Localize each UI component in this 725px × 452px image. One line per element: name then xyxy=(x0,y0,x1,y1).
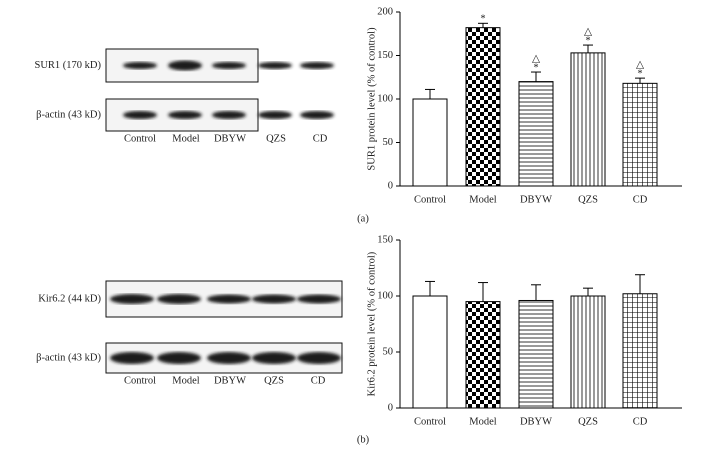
blot-band xyxy=(157,352,201,364)
y-tick-label: 100 xyxy=(377,290,393,301)
blot-lane-label: QZS xyxy=(266,133,286,144)
bar xyxy=(465,301,501,409)
blot-lane-label: DBYW xyxy=(214,375,246,386)
significance-marker: * xyxy=(533,62,538,73)
blot-band xyxy=(157,294,201,304)
blot-band xyxy=(123,62,157,69)
x-tick-label: Model xyxy=(469,194,496,205)
blot-band xyxy=(110,294,154,304)
significance-marker: △ xyxy=(532,53,541,64)
x-tick-label: DBYW xyxy=(520,416,552,427)
y-axis-label: SUR1 protein level (% of control) xyxy=(366,27,377,171)
bar xyxy=(518,299,554,409)
significance-marker: △ xyxy=(636,60,645,71)
y-tick-label: 50 xyxy=(383,346,394,357)
y-tick-label: 100 xyxy=(377,93,393,104)
x-tick-label: CD xyxy=(633,194,648,205)
panel-label: (a) xyxy=(357,213,369,224)
blot-band xyxy=(258,62,292,69)
y-tick-label: 0 xyxy=(388,180,393,191)
blot-band xyxy=(297,352,341,364)
significance-marker: * xyxy=(585,35,590,46)
bar xyxy=(570,295,606,409)
bar xyxy=(570,52,606,187)
bar xyxy=(465,27,501,187)
blot-row-label: β-actin (43 kD) xyxy=(36,352,101,363)
blot-band xyxy=(110,352,154,364)
blot-lane-label: CD xyxy=(313,133,328,144)
x-tick-label: Control xyxy=(414,416,446,427)
x-tick-label: QZS xyxy=(578,194,598,205)
blot-band xyxy=(212,62,246,69)
blot-lane-label: CD xyxy=(311,375,326,386)
y-tick-label: 150 xyxy=(377,234,393,245)
blot-band xyxy=(207,294,251,304)
significance-marker: * xyxy=(637,69,642,80)
blot-band xyxy=(168,111,202,119)
blot-band xyxy=(207,352,251,364)
panel-label: (b) xyxy=(357,434,370,445)
significance-marker: * xyxy=(480,14,485,25)
y-tick-label: 50 xyxy=(383,137,394,148)
blot-band xyxy=(300,111,334,119)
blot-lane-label: Model xyxy=(172,375,199,386)
blot-band xyxy=(123,111,157,119)
bar xyxy=(622,293,658,409)
significance-marker: △ xyxy=(584,26,593,37)
blot-band xyxy=(252,294,296,304)
blot-lane-label: Model xyxy=(172,133,199,144)
blot-lane-label: Control xyxy=(124,375,156,386)
x-tick-label: Control xyxy=(414,194,446,205)
y-tick-label: 0 xyxy=(388,402,393,413)
y-tick-label: 200 xyxy=(377,6,393,17)
bar xyxy=(412,98,448,187)
blot-band xyxy=(258,111,292,119)
bar xyxy=(412,295,448,409)
blot-lane-label: Control xyxy=(124,133,156,144)
bar xyxy=(518,81,554,187)
blot-row-label: β-actin (43 kD) xyxy=(36,109,101,120)
x-tick-label: Model xyxy=(469,416,496,427)
blot-band xyxy=(300,62,334,69)
blot-band xyxy=(252,352,296,364)
x-tick-label: CD xyxy=(633,416,648,427)
x-tick-label: QZS xyxy=(578,416,598,427)
blot-band xyxy=(212,111,246,119)
blot-row-label: Kir6.2 (44 kD) xyxy=(38,293,101,304)
x-tick-label: DBYW xyxy=(520,194,552,205)
blot-band xyxy=(297,294,341,304)
y-axis-label: Kir6.2 protein level (% of control) xyxy=(366,251,377,396)
blot-lane-label: DBYW xyxy=(214,133,246,144)
blot-band xyxy=(168,60,202,71)
bar xyxy=(622,82,658,187)
y-tick-label: 150 xyxy=(377,50,393,61)
blot-lane-label: QZS xyxy=(264,375,284,386)
blot-row-label: SUR1 (170 kD) xyxy=(34,60,101,71)
